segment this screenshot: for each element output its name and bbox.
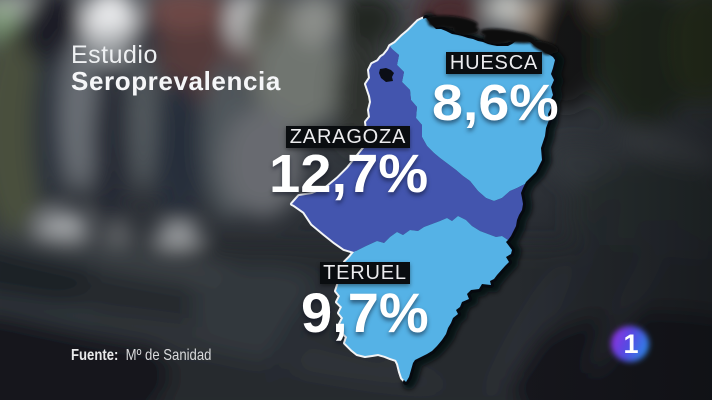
svg-text:1: 1 [623, 329, 638, 359]
